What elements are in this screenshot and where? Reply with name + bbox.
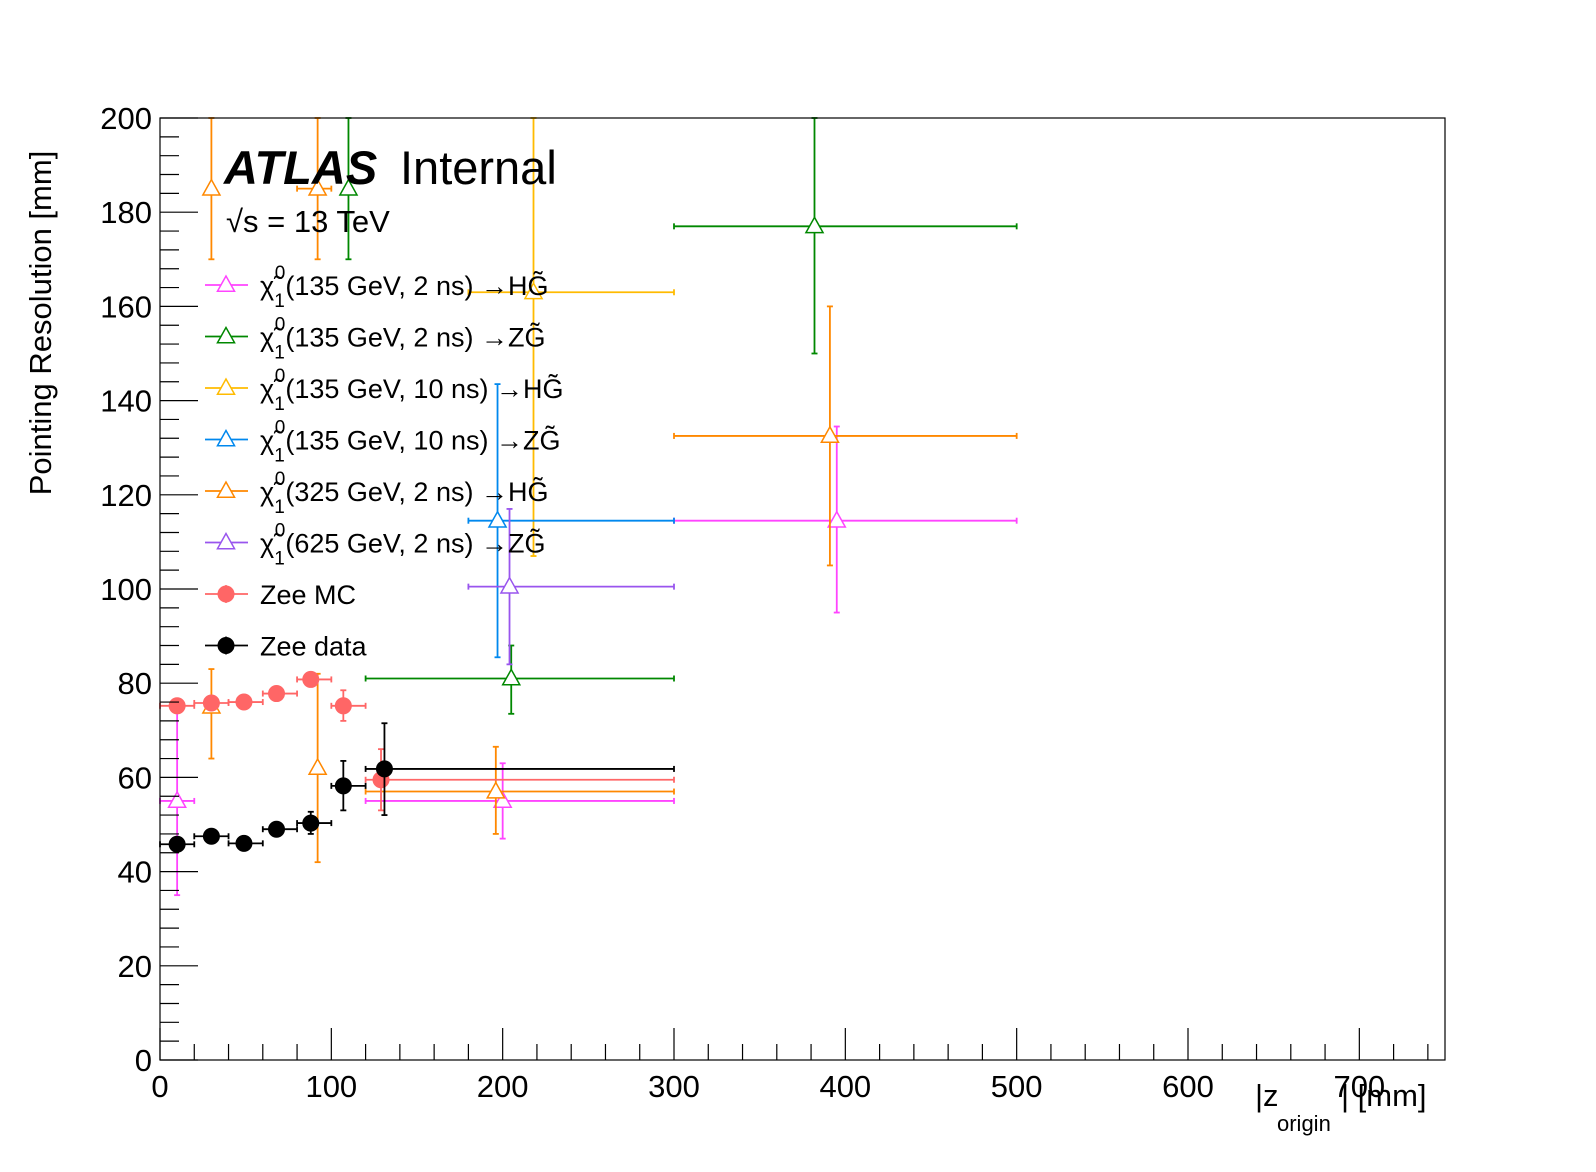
- y-tick-label: 200: [100, 101, 152, 136]
- legend-marker: [216, 480, 236, 499]
- series-0: [159, 425, 1018, 897]
- series-6: [159, 670, 675, 812]
- x-tick-label: 700: [1333, 1069, 1385, 1104]
- data-point: [235, 834, 253, 852]
- data-point: [820, 425, 840, 443]
- legend-marker: [216, 377, 236, 396]
- x-tick-label: 0: [151, 1069, 168, 1104]
- x-tick-label: 400: [819, 1069, 871, 1104]
- x-axis-title-end: | [mm]: [1341, 1078, 1427, 1113]
- x-axis-title-main: |z: [1255, 1078, 1279, 1113]
- legend-label: χ̃10(625 GeV, 2 ns) →ZG̃: [260, 521, 545, 570]
- legend-marker: [216, 428, 236, 447]
- data-point: [826, 510, 847, 528]
- legend: χ̃10(135 GeV, 2 ns) →HG̃χ̃10(135 GeV, 2 …: [205, 263, 563, 662]
- x-axis-title: |z origin | [mm]: [1255, 1078, 1427, 1136]
- y-tick-label: 180: [100, 195, 152, 230]
- legend-entry: Zee MC: [205, 580, 356, 610]
- series-5: [467, 508, 675, 666]
- series-7: [159, 722, 675, 853]
- data-point: [492, 790, 513, 808]
- legend-label: χ̃10(135 GeV, 2 ns) →HG̃: [260, 263, 548, 312]
- internal-label: Internal: [400, 141, 557, 194]
- energy-label: √s = 13 TeV: [226, 204, 390, 239]
- legend-marker: [217, 585, 235, 603]
- data-point: [168, 835, 186, 853]
- y-axis-title: Pointing Resolution [mm]: [23, 151, 58, 496]
- legend-label: χ̃10(135 GeV, 10 ns) →HG̃: [260, 366, 563, 415]
- chart-marks: [159, 117, 1018, 897]
- atlas-label: ATLAS: [223, 141, 377, 194]
- data-point: [202, 694, 220, 712]
- data-point: [804, 215, 825, 234]
- legend-marker: [216, 274, 236, 293]
- data-point: [499, 576, 520, 594]
- series-2: [467, 117, 675, 557]
- data-point: [235, 693, 253, 711]
- series-3: [467, 383, 675, 659]
- data-point: [268, 820, 286, 838]
- data-point: [201, 178, 222, 196]
- y-tick-label: 60: [118, 760, 152, 795]
- data-point: [523, 281, 544, 300]
- series-1: [338, 117, 1018, 715]
- legend-entry: χ̃10(625 GeV, 2 ns) →ZG̃: [205, 521, 545, 570]
- legend-entry: χ̃10(325 GeV, 2 ns) →HG̃: [205, 469, 548, 518]
- legend-marker: [216, 531, 236, 550]
- data-point: [375, 760, 393, 778]
- y-tick-label: 20: [118, 949, 152, 984]
- data-point: [302, 814, 320, 832]
- data-point: [307, 757, 328, 776]
- data-point: [501, 667, 522, 686]
- y-tick-label: 80: [118, 666, 152, 701]
- data-point: [485, 780, 506, 799]
- x-tick-label: 600: [1162, 1069, 1214, 1104]
- y-tick-label: 100: [100, 572, 152, 607]
- x-tick-label: 300: [648, 1069, 700, 1104]
- data-point: [487, 510, 508, 528]
- y-tick-label: 120: [100, 478, 152, 513]
- legend-marker: [217, 637, 235, 654]
- data-point: [168, 697, 186, 715]
- series-4: [201, 117, 1018, 864]
- legend-label: Zee MC: [260, 580, 356, 610]
- legend-entry: Zee data: [205, 632, 368, 662]
- data-point: [167, 790, 187, 808]
- legend-entry: χ̃10(135 GeV, 2 ns) →HG̃: [205, 263, 548, 312]
- x-tick-label: 200: [477, 1069, 529, 1104]
- data-point: [338, 178, 359, 196]
- chart-axes: 0 100 200 300 400 500 600 700 0 20 40 60 80 100 120 140…: [100, 101, 1446, 1104]
- x-tick-label: 500: [991, 1069, 1043, 1104]
- x-axis-title-subscript: origin: [1277, 1111, 1331, 1136]
- y-tick-label: 40: [118, 855, 152, 890]
- data-point: [302, 670, 320, 688]
- y-tick-label: 140: [100, 384, 152, 419]
- legend-entry: χ̃10(135 GeV, 10 ns) →HG̃: [205, 366, 563, 415]
- legend-entry: χ̃10(135 GeV, 10 ns) →ZG̃: [205, 418, 560, 467]
- y-tick-label: 160: [100, 289, 152, 324]
- data-point: [307, 178, 328, 196]
- data-point: [202, 827, 220, 845]
- x-tick-label: 100: [305, 1069, 357, 1104]
- legend-marker: [216, 325, 236, 344]
- legend-label: χ̃10(135 GeV, 10 ns) →ZG̃: [260, 418, 560, 467]
- y-tick-label: 0: [135, 1043, 152, 1078]
- data-point: [334, 697, 352, 715]
- legend-label: Zee data: [260, 632, 368, 662]
- data-point: [334, 777, 352, 795]
- legend-label: χ̃10(325 GeV, 2 ns) →HG̃: [260, 469, 548, 518]
- data-point: [268, 685, 286, 703]
